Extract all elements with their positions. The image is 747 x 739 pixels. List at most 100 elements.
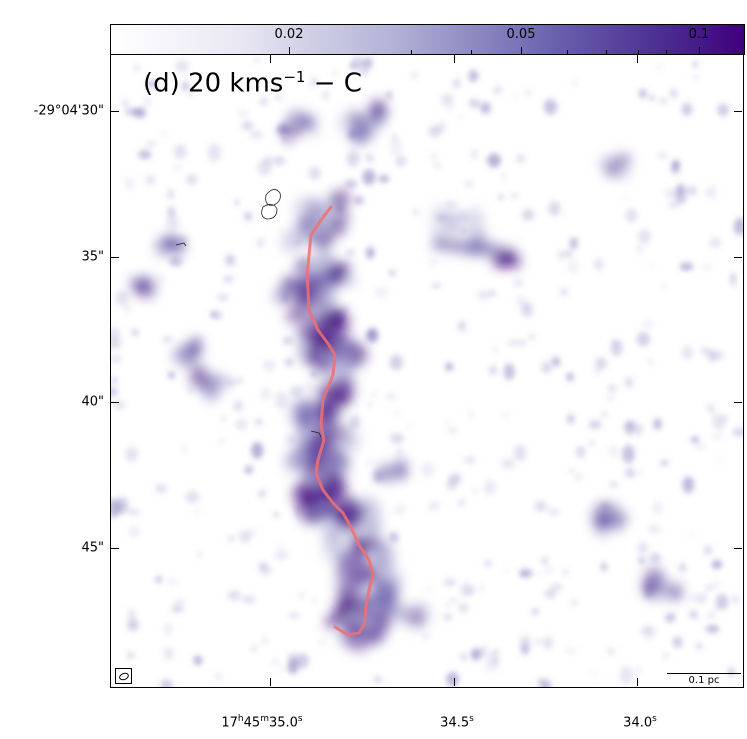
emission-speck <box>638 557 645 564</box>
emission-speck <box>122 99 129 107</box>
emission-speck <box>544 589 556 599</box>
emission-speck <box>428 500 440 511</box>
emission-speck <box>233 399 244 412</box>
emission-speck <box>389 354 403 371</box>
emission-speck <box>536 682 549 687</box>
emission-speck <box>675 161 681 165</box>
emission-speck <box>501 173 507 180</box>
emission-speck <box>679 262 694 271</box>
emission-speck <box>324 615 340 629</box>
emission-speck <box>174 359 183 365</box>
emission-speck <box>446 671 459 687</box>
emission-speck <box>513 94 518 97</box>
emission-speck <box>303 404 313 416</box>
emission-speck <box>649 95 655 101</box>
emission-speck <box>595 357 607 370</box>
emission-speck <box>185 490 200 504</box>
emission-speck <box>547 509 560 516</box>
emission-speck <box>692 61 698 68</box>
emission-map-image <box>111 55 743 687</box>
emission-speck <box>670 88 678 99</box>
emission-speck <box>470 149 479 160</box>
emission-speck <box>127 652 134 660</box>
emission-speck <box>703 545 713 556</box>
emission-speck <box>513 444 527 462</box>
emission-clumps <box>130 99 683 653</box>
emission-speck <box>145 280 154 288</box>
emission-speck <box>262 359 276 372</box>
emission-speck <box>405 424 411 430</box>
dec-tick <box>111 257 119 258</box>
emission-speck <box>134 107 146 118</box>
emission-speck <box>307 384 318 393</box>
emission-speck <box>652 500 663 515</box>
emission-speck <box>640 582 655 591</box>
emission-speck <box>429 152 438 162</box>
emission-speck <box>362 57 373 69</box>
emission-speck <box>443 602 452 608</box>
emission-speck <box>619 154 630 169</box>
emission-speck <box>543 636 553 650</box>
ra-tick <box>270 55 271 63</box>
colorbar-label-01: 0.1 <box>688 27 710 42</box>
dec-tick <box>111 548 119 549</box>
emission-speck <box>182 345 198 365</box>
emission-speck <box>682 476 695 494</box>
emission-speck <box>225 254 236 266</box>
emission-speck <box>608 444 619 458</box>
emission-speck <box>648 524 661 534</box>
emission-speck <box>705 624 720 634</box>
emission-speck <box>732 427 743 437</box>
emission-speck <box>469 586 476 594</box>
emission-speck <box>284 450 304 473</box>
emission-speck <box>624 377 634 389</box>
emission-speck <box>283 552 288 558</box>
emission-speck <box>242 595 256 604</box>
emission-speck <box>369 120 382 131</box>
emission-speck <box>334 433 344 441</box>
emission-speck <box>369 528 378 535</box>
emission-speck <box>650 551 661 564</box>
emission-speck <box>420 462 435 477</box>
emission-speck <box>322 90 330 100</box>
emission-speck <box>484 559 492 567</box>
beam-indicator <box>115 668 132 684</box>
emission-speck <box>487 153 501 168</box>
emission-speck <box>717 103 729 117</box>
emission-speck <box>504 569 509 573</box>
emission-speck <box>711 433 722 440</box>
emission-speck <box>394 409 401 416</box>
colorbar-label-002: 0.02 <box>274 27 304 42</box>
emission-speck <box>590 671 598 676</box>
emission-speck <box>428 125 441 138</box>
emission-speck <box>291 236 308 247</box>
emission-speck <box>443 578 457 586</box>
emission-speck <box>444 419 449 425</box>
emission-speck <box>513 278 523 288</box>
emission-speck <box>625 208 638 223</box>
emission-speck <box>619 666 634 685</box>
scalebar-label: 0.1 pc <box>688 675 720 686</box>
emission-speck <box>501 458 515 469</box>
emission-speck <box>543 98 558 115</box>
dec-tick-label: -29°04'30" <box>33 103 104 119</box>
ra-tick <box>637 678 638 686</box>
emission-speck <box>354 196 364 205</box>
emission-speck <box>237 108 249 119</box>
emission-speck <box>220 416 227 421</box>
emission-speck <box>711 607 718 614</box>
emission-speck <box>479 646 489 657</box>
emission-speck <box>502 412 511 417</box>
emission-speck <box>483 479 496 496</box>
emission-speck <box>291 310 305 320</box>
emission-speck <box>388 137 403 157</box>
emission-speck <box>649 263 654 268</box>
emission-speck <box>367 401 372 408</box>
emission-speck <box>492 85 502 94</box>
emission-speck <box>243 469 250 474</box>
emission-speck <box>610 482 618 487</box>
emission-speck <box>446 103 454 113</box>
emission-speck <box>445 362 454 372</box>
emission-speck <box>163 647 174 660</box>
colorbar-minor-tick <box>471 50 472 54</box>
